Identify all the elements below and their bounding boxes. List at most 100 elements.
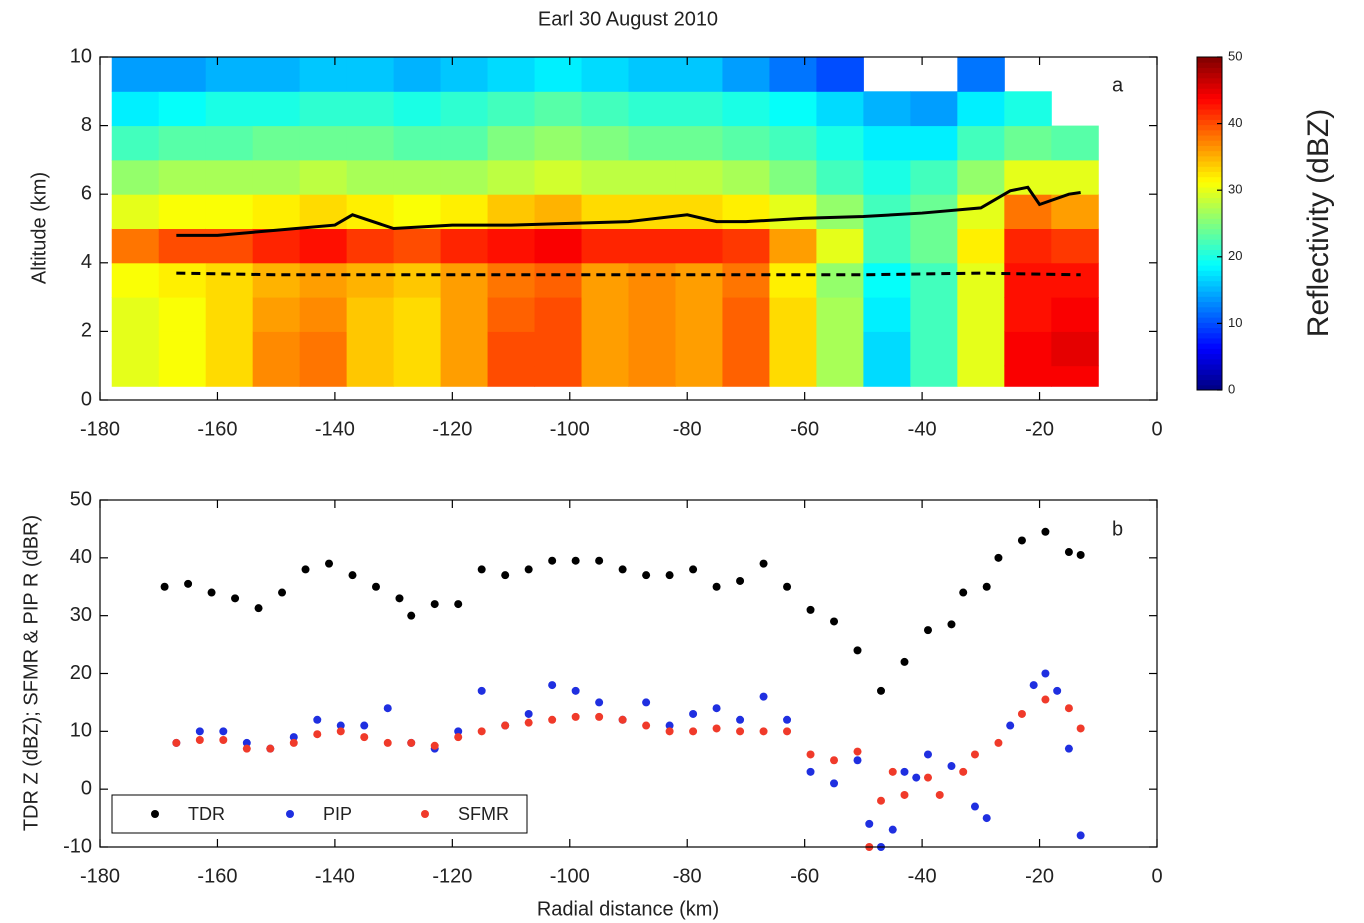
colorbar-step: [1197, 171, 1222, 178]
heat-cell: [769, 365, 817, 387]
heat-cell: [440, 159, 489, 195]
heat-cell: [910, 331, 958, 367]
point: [231, 594, 240, 603]
colorbar-step: [1197, 93, 1222, 100]
heat-cell: [299, 125, 348, 161]
point: [959, 767, 968, 776]
point: [383, 704, 392, 713]
heat-cell: [346, 159, 395, 195]
colorbar-step: [1197, 145, 1222, 152]
colorbar-step: [1197, 265, 1222, 271]
colorbar-step: [1197, 77, 1222, 84]
heat-cell: [111, 91, 160, 127]
heat-cell: [393, 262, 442, 298]
heat-cell: [111, 262, 160, 298]
point: [454, 733, 463, 742]
colorbar-step: [1197, 379, 1222, 386]
heat-cell: [346, 194, 395, 229]
heat-cell: [722, 194, 770, 229]
x-tick-label: -60: [790, 418, 819, 440]
point: [970, 750, 979, 759]
point: [736, 576, 745, 585]
heat-cell: [910, 297, 958, 332]
point: [454, 600, 463, 609]
heat-cell: [769, 331, 817, 367]
point: [360, 733, 369, 742]
heat-cell: [581, 228, 629, 264]
heat-cell: [816, 262, 864, 298]
heat-cell: [205, 91, 254, 127]
heat-cell: [816, 331, 864, 367]
colorbar-tick-label: 40: [1228, 115, 1242, 130]
heat-cell: [1004, 125, 1052, 161]
colorbar-step: [1197, 327, 1222, 334]
point: [371, 582, 380, 591]
heat-cell: [534, 297, 583, 332]
colorbar-step: [1197, 103, 1222, 110]
colorbar-step: [1197, 358, 1222, 365]
heat-cell: [487, 365, 536, 387]
heat-cell: [628, 228, 676, 264]
heat-cell: [863, 228, 911, 264]
point: [1041, 527, 1050, 536]
point: [888, 825, 897, 834]
heat-cell: [158, 297, 207, 332]
heat-cell: [581, 57, 629, 92]
colorbar-step: [1197, 317, 1222, 323]
legend-label: TDR: [188, 804, 225, 824]
heat-cell: [346, 297, 395, 332]
colorbar-tick-label: 30: [1228, 182, 1242, 197]
heat-cell: [205, 262, 254, 298]
heat-cell: [487, 159, 536, 195]
colorbar-step: [1197, 202, 1222, 209]
point: [665, 721, 674, 730]
heat-cell: [393, 228, 442, 264]
colorbar-step: [1197, 343, 1222, 349]
heat-cell: [252, 297, 301, 332]
colorbar-step: [1197, 270, 1222, 277]
y-tick-label: 0: [81, 388, 92, 410]
heat-cell: [675, 365, 723, 387]
colorbar-step: [1197, 353, 1222, 360]
heat-cell: [393, 91, 442, 127]
legend-box: [111, 794, 528, 834]
heat-cell: [957, 297, 1005, 332]
point: [947, 620, 956, 629]
colorbar-step: [1197, 109, 1222, 115]
heat-cell: [111, 57, 160, 92]
colorbar-tick-label: 10: [1228, 315, 1242, 330]
colorbar-step: [1197, 88, 1222, 94]
heat-cell: [1004, 297, 1052, 332]
heat-cell: [158, 91, 207, 127]
point: [712, 582, 721, 591]
colorbar-label: Reflectivity (dBZ): [1302, 109, 1335, 337]
colorbar-frame: [1196, 56, 1223, 391]
point: [336, 727, 345, 736]
point: [571, 712, 580, 721]
colorbar-tick-label: 50: [1228, 48, 1242, 63]
heat-cell: [1004, 365, 1052, 387]
point: [571, 686, 580, 695]
panel-label: b: [1112, 518, 1123, 540]
panel-label: a: [1112, 74, 1124, 96]
point: [1017, 536, 1026, 545]
colorbar-step: [1197, 114, 1222, 120]
point: [806, 605, 815, 614]
heat-cell: [393, 125, 442, 161]
point: [935, 790, 944, 799]
heat-cell: [816, 297, 864, 332]
point: [1064, 548, 1073, 557]
heat-cell: [675, 57, 723, 92]
heat-cell: [205, 125, 254, 161]
y-tick-label: 10: [70, 720, 92, 742]
colorbar-step: [1197, 166, 1222, 172]
heat-cell: [158, 228, 207, 264]
point: [900, 767, 909, 776]
heat-cell: [910, 262, 958, 298]
heat-cell: [299, 297, 348, 332]
heat-cell: [299, 57, 348, 92]
point: [254, 604, 263, 613]
colorbar-step: [1197, 187, 1222, 193]
heat-cell: [863, 331, 911, 367]
y-tick-label: 50: [70, 488, 92, 510]
